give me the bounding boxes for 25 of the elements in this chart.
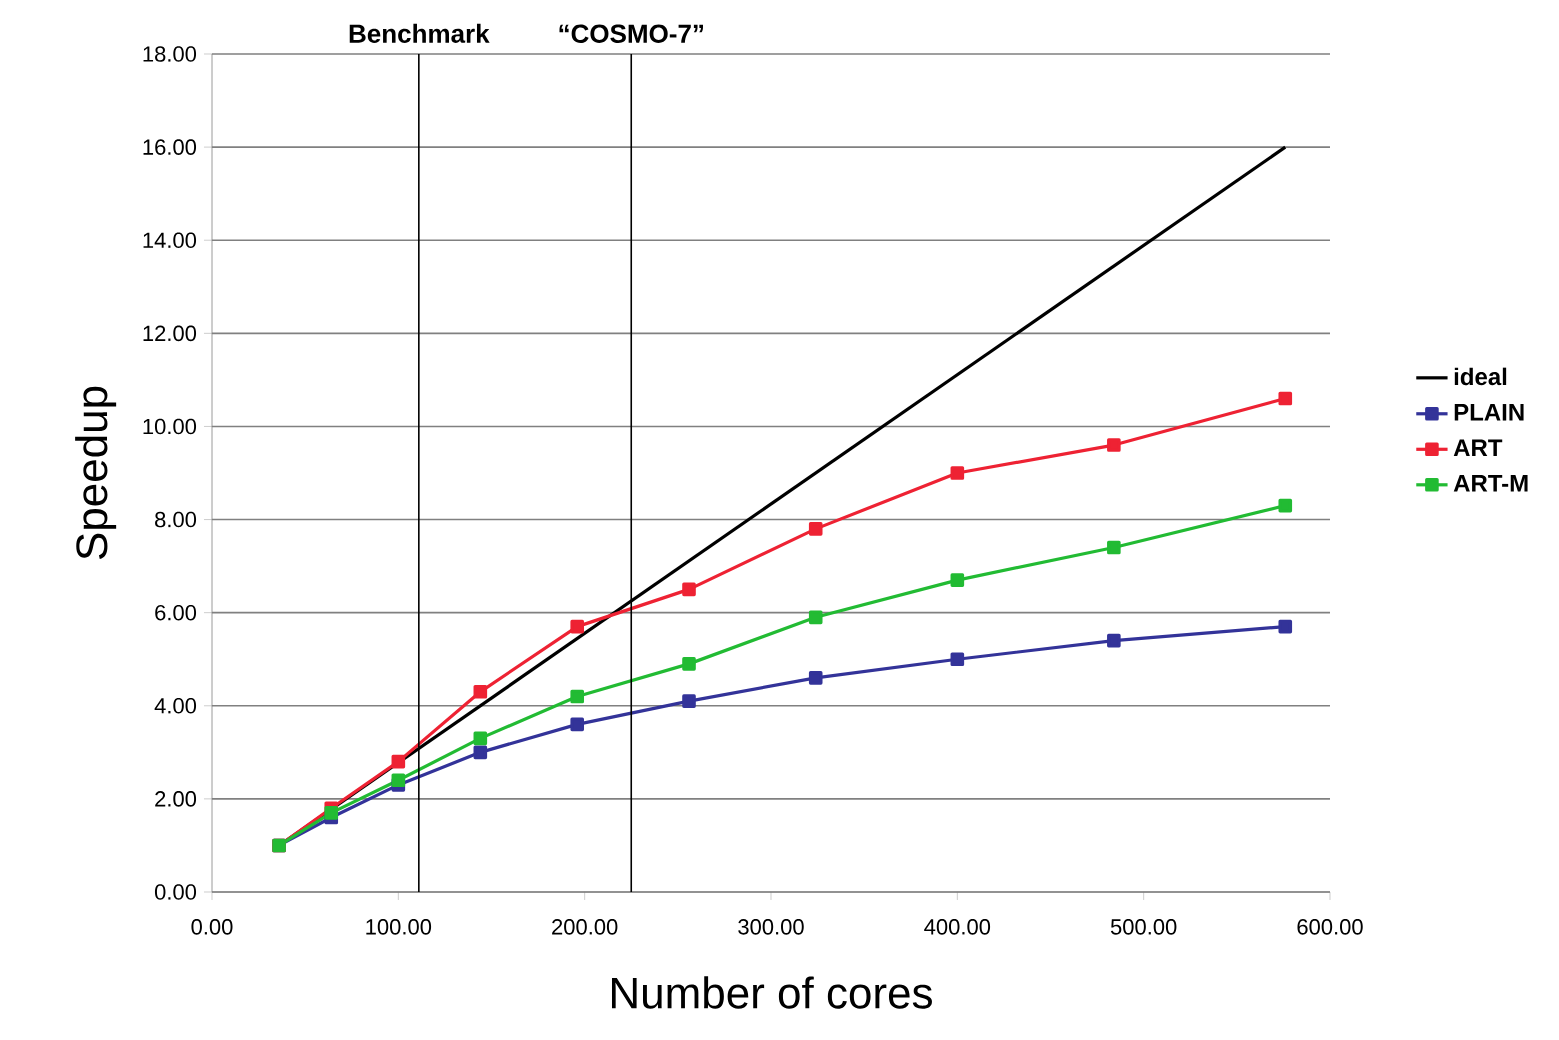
y-tick-label: 4.00 bbox=[154, 698, 197, 714]
x-axis-title: Number of cores bbox=[611, 976, 932, 1009]
ref-line-label: “COSMO-7” bbox=[559, 24, 703, 43]
x-tick-label: 400.00 bbox=[924, 919, 991, 935]
x-tick-label: 100.00 bbox=[366, 919, 432, 935]
y-tick-label: 16.00 bbox=[143, 139, 197, 155]
y-tick-label: 12.00 bbox=[143, 325, 197, 342]
y-tick-label: 8.00 bbox=[155, 511, 197, 528]
y-tick-label: 18.00 bbox=[143, 46, 197, 62]
y-tick-label: 10.00 bbox=[143, 418, 197, 435]
x-tick-label: 0.00 bbox=[191, 919, 233, 935]
x-tick-label: 200.00 bbox=[552, 919, 618, 935]
y-axis-title: Speedup bbox=[75, 386, 117, 560]
legend-label: PLAIN bbox=[1454, 404, 1524, 421]
legend-label: ART bbox=[1453, 439, 1503, 457]
y-tick-label: 6.00 bbox=[155, 604, 197, 621]
y-tick-label: 0.00 bbox=[154, 884, 197, 900]
legend-label: ART-M bbox=[1453, 475, 1528, 492]
legend-label: ideal bbox=[1454, 367, 1507, 386]
ref-line-label: Benchmark bbox=[349, 23, 490, 43]
x-tick-label: 600.00 bbox=[1297, 919, 1363, 935]
y-tick-label: 14.00 bbox=[143, 232, 197, 249]
x-tick-label: 300.00 bbox=[738, 919, 804, 935]
x-tick-label: 500.00 bbox=[1110, 919, 1177, 935]
y-tick-label: 2.00 bbox=[155, 791, 197, 807]
